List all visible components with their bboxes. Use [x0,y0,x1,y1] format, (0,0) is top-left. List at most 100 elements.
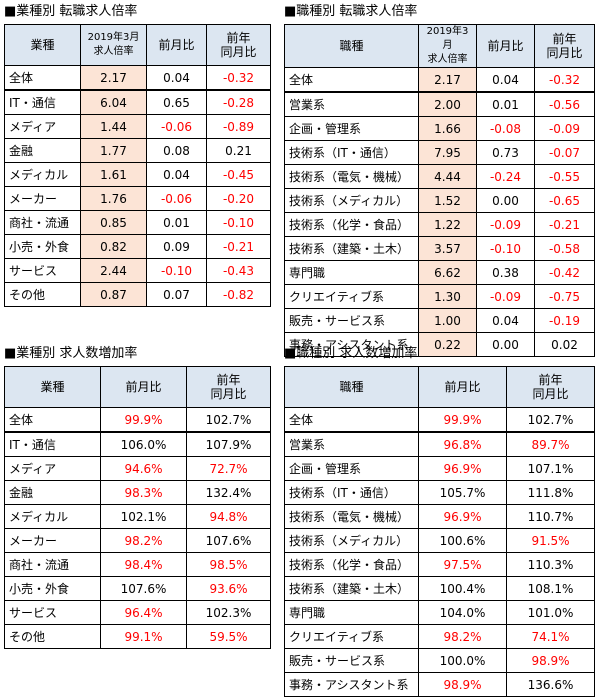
table-cell: 107.6% [100,576,187,601]
row-label: 小売・外食 [4,234,81,259]
table-row: 技術系（メディカル） 1.52 0.00 -0.65 [284,188,595,213]
table-cell: -0.82 [206,282,271,307]
table-cell: 74.1% [506,624,595,649]
table-cell: 100.4% [418,576,507,601]
row-label: クリエイティブ系 [284,284,419,309]
table-row: その他 99.1% 59.5% [4,624,271,649]
table-row: 事務・アシスタント系 98.9% 136.6% [284,672,595,697]
table-cell: -0.24 [476,164,535,189]
table-cell: -0.07 [534,140,595,165]
table-cell: 98.3% [100,480,187,505]
table-row: 技術系（電気・機械） 96.9% 110.7% [284,504,595,529]
table-cell: 98.9% [506,648,595,673]
table-row: 技術系（IT・通信） 7.95 0.73 -0.07 [284,140,595,165]
row-label: 販売・サービス系 [284,648,419,673]
row-label: 商社・流通 [4,210,81,235]
row-label: 技術系（化学・食品） [284,212,419,237]
table-row: IT・通信 6.04 0.65 -0.28 [4,89,271,115]
table-row: クリエイティブ系 98.2% 74.1% [284,624,595,649]
table-cell: 0.02 [534,332,595,357]
row-label: 技術系（メディカル） [284,528,419,553]
table-row: メディカル 102.1% 94.8% [4,504,271,529]
table-cell: 94.8% [186,504,271,529]
table-row: メーカー 1.76 -0.06 -0.20 [4,186,271,211]
row-label: 全体 [4,65,81,91]
row-label: IT・通信 [4,431,101,457]
table-cell: 89.7% [506,431,595,457]
table-cell: 96.8% [418,431,507,457]
table-cell: -0.09 [534,116,595,141]
table-header-row: 業種 前月比 前年 同月比 [4,366,271,408]
row-label: クリエイティブ系 [284,624,419,649]
table-header-row: 職種 前月比 前年 同月比 [284,366,595,408]
table-cell: 0.08 [146,138,207,163]
row-label: 金融 [4,138,81,163]
row-label: 事務・アシスタント系 [284,672,419,697]
table-cell: -0.08 [476,116,535,141]
table-cell: 59.5% [186,624,271,649]
table-row: 全体 99.9% 102.7% [284,407,595,433]
table-row: サービス 96.4% 102.3% [4,600,271,625]
column-header: 業種 [4,366,101,408]
table-cell: 4.44 [418,164,477,189]
table-cell: 102.7% [506,407,595,433]
table-cell: 100.0% [418,648,507,673]
table-row: 事務・アシスタント系 0.22 0.00 0.02 [284,332,595,357]
table-row: 技術系（電気・機械） 4.44 -0.24 -0.55 [284,164,595,189]
table-cell: 111.8% [506,480,595,505]
table-cell: -0.09 [476,212,535,237]
table-cell: 2.17 [418,67,477,93]
row-label: 販売・サービス系 [284,308,419,333]
table-row: 販売・サービス系 1.00 0.04 -0.19 [284,308,595,333]
table-cell: 0.82 [80,234,147,259]
table-cell: 110.7% [506,504,595,529]
table-cell: -0.56 [534,91,595,117]
table-cell: 102.1% [100,504,187,529]
table-row: 商社・流通 0.85 0.01 -0.10 [4,210,271,235]
table-cell: -0.65 [534,188,595,213]
table-cell: 98.2% [100,528,187,553]
table-row: IT・通信 106.0% 107.9% [4,431,271,457]
table-cell: 93.6% [186,576,271,601]
row-label: 技術系（電気・機械） [284,164,419,189]
row-label: メディア [4,114,81,139]
row-label: IT・通信 [4,89,81,115]
table-header-row: 業種 2019年3月 求人倍率 前月比 前年 同月比 [4,24,271,66]
row-label: 技術系（建築・土木） [284,236,419,261]
column-header: 前年 同月比 [206,24,271,66]
table-cell: 91.5% [506,528,595,553]
table-cell: 1.22 [418,212,477,237]
table-cell: 98.5% [186,552,271,577]
table-row: 技術系（化学・食品） 1.22 -0.09 -0.21 [284,212,595,237]
table-row: 商社・流通 98.4% 98.5% [4,552,271,577]
row-label: メディア [4,456,101,481]
table-cell: 98.9% [418,672,507,697]
table-cell: 100.6% [418,528,507,553]
table-cell: -0.58 [534,236,595,261]
row-label: 営業系 [284,431,419,457]
table-row: 小売・外食 107.6% 93.6% [4,576,271,601]
row-label: メーカー [4,186,81,211]
table-cell: 98.2% [418,624,507,649]
table-cell: 107.1% [506,456,595,481]
table-row: その他 0.87 0.07 -0.82 [4,282,271,307]
table-cell: 0.01 [476,91,535,117]
table-cell: 0.00 [476,332,535,357]
table-cell: 0.22 [418,332,477,357]
table-cell: 0.85 [80,210,147,235]
section-title-occupation-ratio: ■職種別 転職求人倍率 [284,4,418,19]
table-cell: 1.61 [80,162,147,187]
table-cell: 98.4% [100,552,187,577]
table-cell: 99.9% [418,407,507,433]
table-cell: 0.87 [80,282,147,307]
table-cell: 2.00 [418,91,477,117]
column-header: 職種 [284,366,419,408]
table-row: 企画・管理系 96.9% 107.1% [284,456,595,481]
table-cell: 96.9% [418,504,507,529]
row-label: 専門職 [284,600,419,625]
table-row: 全体 2.17 0.04 -0.32 [4,65,271,91]
table-cell: 6.04 [80,89,147,115]
table-cell: -0.32 [206,65,271,91]
table-cell: -0.45 [206,162,271,187]
table-cell: 101.0% [506,600,595,625]
